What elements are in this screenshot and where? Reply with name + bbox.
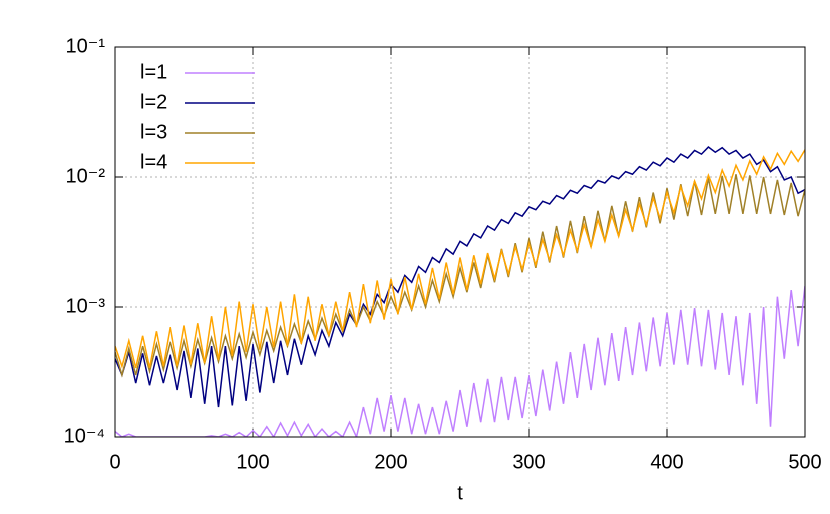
- x-tick-label: 200: [374, 451, 407, 473]
- plot-border: [114, 46, 806, 438]
- legend-label: l=3: [140, 121, 167, 143]
- x-tick-label: 300: [512, 451, 545, 473]
- legend-label: l=2: [140, 91, 167, 113]
- y-tick-label: 10⁻⁴: [64, 425, 105, 447]
- y-tick-label: 10⁻³: [66, 295, 106, 317]
- plot-area: [115, 146, 805, 437]
- series-line: [115, 174, 805, 378]
- y-tick-label: 10⁻²: [66, 165, 106, 187]
- x-axis-label: t: [457, 482, 463, 504]
- x-tick-label: 400: [650, 451, 683, 473]
- legend-label: l=4: [140, 151, 167, 173]
- x-tick-label: 0: [109, 451, 120, 473]
- x-tick-label: 500: [788, 451, 821, 473]
- series-line: [115, 149, 805, 369]
- legend-label: l=1: [140, 61, 167, 83]
- series-line: [115, 146, 805, 408]
- y-tick-label: 10⁻¹: [66, 35, 106, 57]
- x-tick-label: 100: [236, 451, 269, 473]
- series-line: [115, 285, 805, 437]
